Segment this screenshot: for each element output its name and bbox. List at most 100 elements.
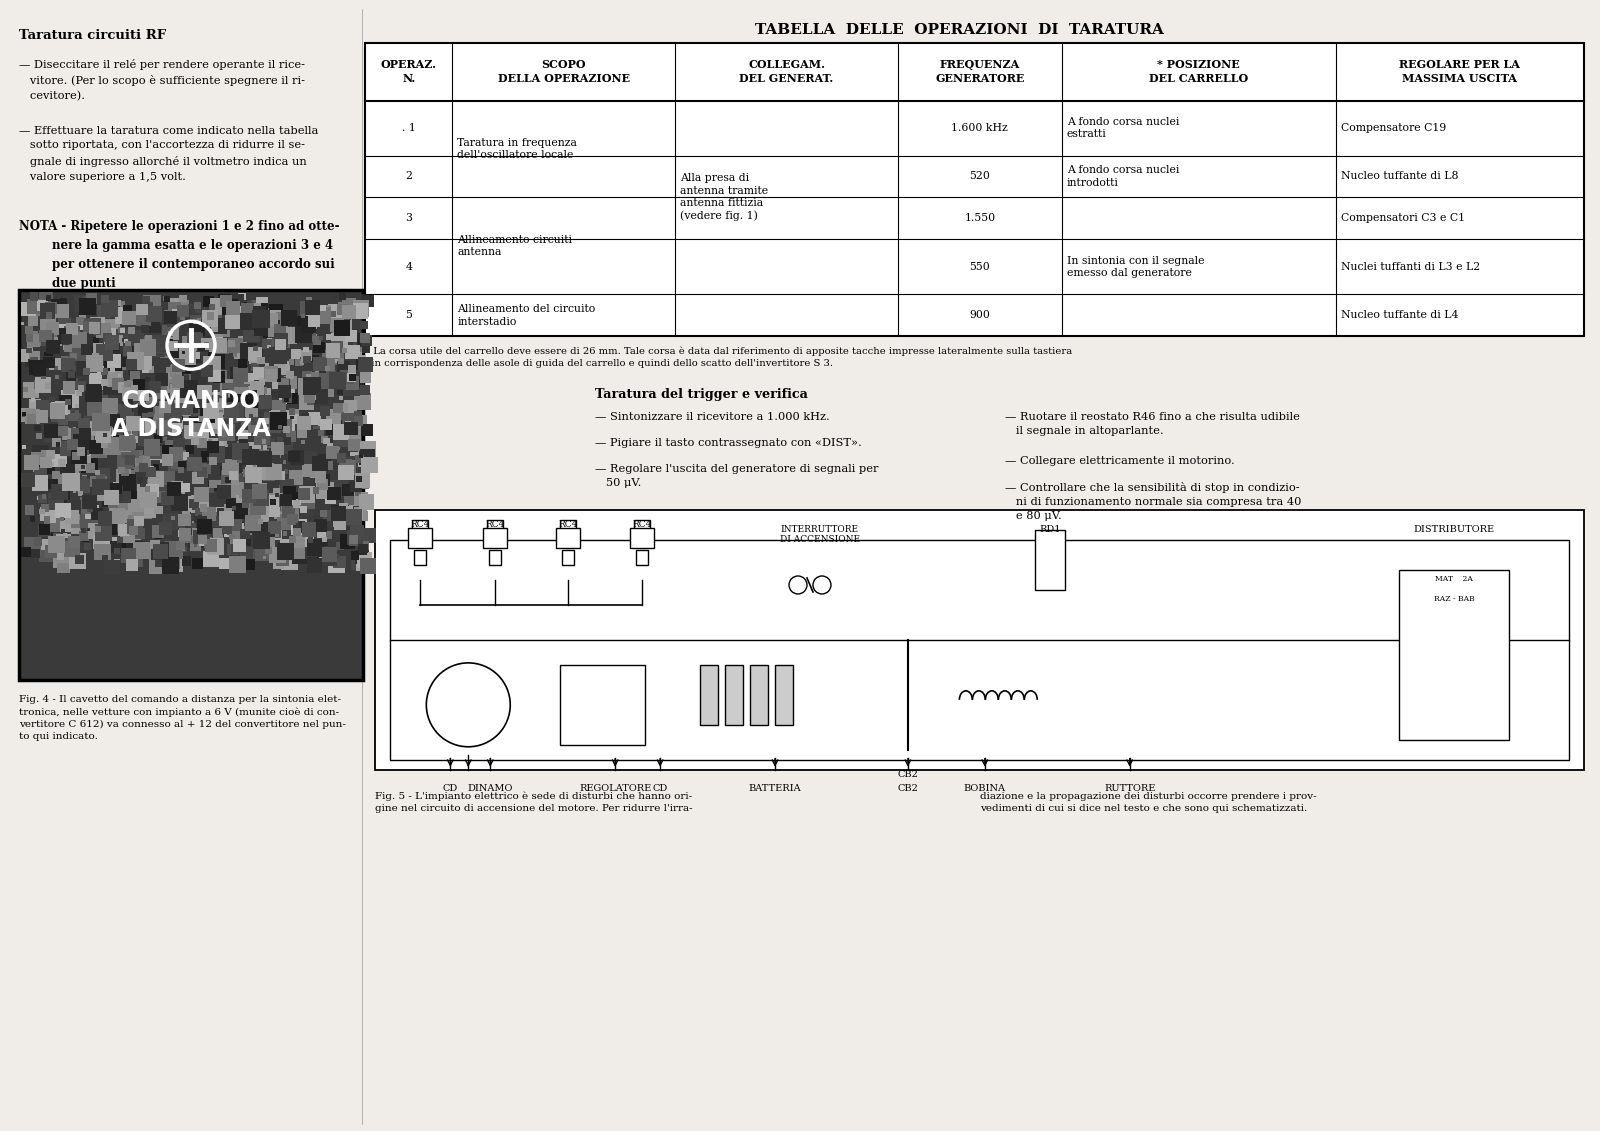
Bar	[197, 319, 202, 325]
Bar	[32, 335, 50, 352]
Bar	[171, 543, 179, 551]
Bar	[235, 495, 250, 509]
Bar	[61, 320, 69, 328]
Bar	[24, 455, 38, 469]
Bar	[216, 404, 224, 413]
Bar	[203, 412, 216, 423]
Bar	[222, 394, 227, 399]
Bar	[96, 475, 104, 483]
Bar	[149, 406, 165, 422]
Bar	[299, 395, 314, 409]
Bar	[88, 474, 91, 478]
Bar	[59, 325, 67, 334]
Bar	[240, 343, 258, 361]
Bar	[360, 528, 376, 543]
Bar	[203, 404, 219, 418]
Bar	[200, 338, 211, 349]
Bar	[26, 334, 34, 342]
Bar	[200, 504, 206, 511]
Bar	[78, 385, 85, 391]
Bar	[166, 368, 182, 382]
Bar	[229, 472, 238, 480]
Bar	[334, 320, 350, 336]
Bar	[293, 500, 299, 508]
Bar	[312, 392, 325, 404]
Text: DISTRIBUTORE: DISTRIBUTORE	[1414, 525, 1494, 534]
Bar	[562, 550, 574, 566]
Bar	[198, 515, 202, 519]
Bar	[203, 521, 210, 528]
Bar	[355, 476, 362, 482]
Bar	[136, 456, 142, 463]
Bar	[224, 533, 229, 537]
Bar	[67, 500, 77, 509]
Bar	[283, 486, 296, 500]
Bar	[242, 430, 246, 435]
Bar	[51, 299, 66, 313]
Bar	[133, 343, 144, 353]
Bar	[224, 404, 229, 407]
Bar	[213, 300, 229, 316]
Bar	[147, 311, 157, 321]
Bar	[61, 529, 66, 534]
Bar	[144, 486, 150, 492]
Bar	[107, 429, 117, 438]
Bar	[302, 451, 317, 466]
Bar	[243, 559, 254, 570]
Bar	[109, 508, 125, 524]
Bar	[174, 400, 190, 416]
Bar	[144, 502, 149, 508]
Bar	[222, 389, 227, 395]
Bar	[213, 309, 222, 318]
Bar	[178, 513, 190, 526]
Bar	[344, 400, 357, 413]
Bar	[331, 333, 347, 349]
Text: — Diseccitare il relé per rendere operante il rice-
   vitore. (Per lo scopo è s: — Diseccitare il relé per rendere operan…	[19, 59, 304, 102]
Bar	[125, 338, 128, 343]
Bar	[86, 355, 102, 372]
Bar	[253, 532, 270, 550]
Bar	[210, 297, 227, 316]
Bar	[162, 512, 179, 530]
Text: REGOLATORE: REGOLATORE	[579, 784, 651, 793]
Bar	[186, 498, 195, 509]
Bar	[138, 405, 154, 420]
Bar	[170, 559, 179, 569]
Bar	[333, 554, 339, 560]
Bar	[53, 487, 61, 495]
Bar	[34, 404, 40, 411]
Bar	[234, 387, 248, 402]
Bar	[330, 480, 347, 498]
Bar	[560, 665, 645, 745]
Bar	[190, 434, 200, 443]
Text: SCOPO
DELLA OPERAZIONE: SCOPO DELLA OPERAZIONE	[498, 59, 630, 84]
Bar	[210, 402, 218, 412]
Bar	[299, 320, 310, 333]
Bar	[32, 368, 38, 373]
Bar	[253, 330, 256, 333]
Bar	[45, 312, 53, 319]
Bar	[229, 534, 235, 539]
Bar	[171, 481, 182, 492]
Bar	[293, 521, 306, 533]
Bar	[253, 346, 258, 352]
Bar	[72, 476, 80, 484]
Bar	[301, 361, 304, 365]
Bar	[309, 356, 312, 359]
Bar	[115, 521, 126, 533]
Bar	[78, 336, 83, 340]
Bar	[110, 343, 118, 351]
Bar	[171, 375, 184, 388]
Bar	[237, 370, 242, 375]
Bar	[170, 348, 179, 359]
Bar	[114, 301, 120, 307]
Bar	[173, 395, 186, 407]
Bar	[198, 368, 208, 377]
Bar	[310, 412, 325, 426]
Bar	[246, 519, 256, 528]
Bar	[118, 474, 136, 492]
Bar	[333, 425, 341, 434]
Bar	[317, 482, 334, 500]
Bar	[341, 460, 355, 475]
Bar	[328, 486, 341, 500]
